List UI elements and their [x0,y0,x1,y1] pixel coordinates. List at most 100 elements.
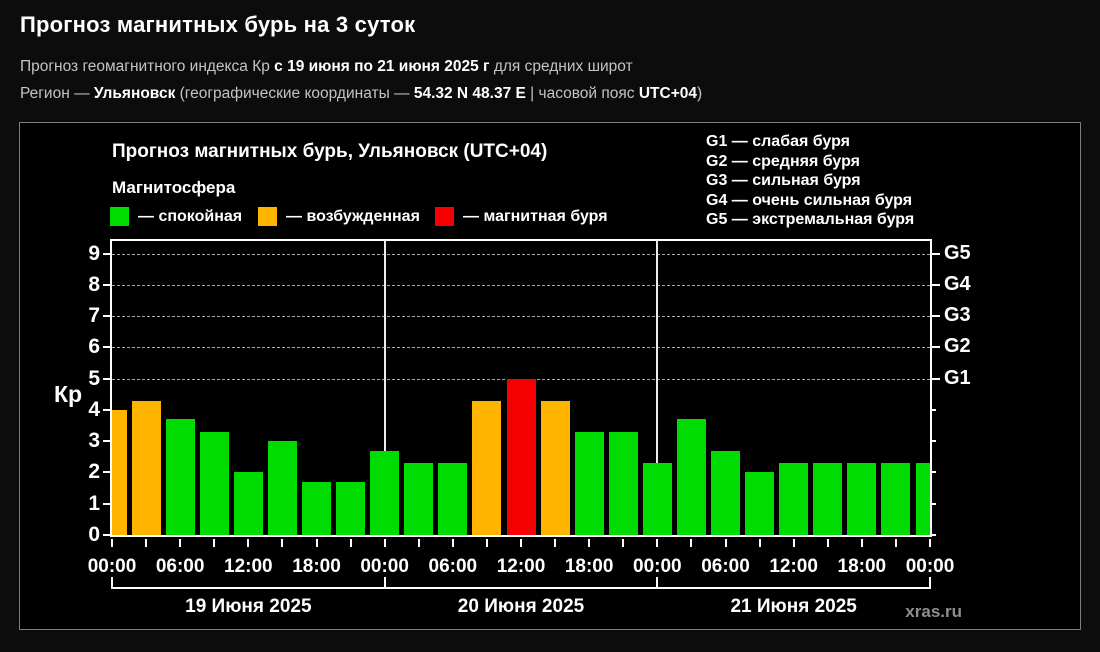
y-axis-label: 5 [88,366,100,390]
x-axis-tick [451,539,454,547]
day-bracket-tick [111,577,113,589]
region-name: Ульяновск [93,85,176,102]
x-axis-label: 00:00 [360,556,409,577]
gridline-kp-9 [112,253,930,255]
x-axis-tick [894,539,897,547]
kp-bar [915,463,930,535]
coordinates: 54.32 N 48.37 E [413,85,526,102]
kp-bar [506,378,536,535]
kp-bar [711,450,740,535]
x-axis-tick [656,539,659,547]
plot-area: 0 1 2 3 4 5 6 7 8 9 Кр G1 G2 G3 G4 G5 00:00 06:00 12:00 18:… [54,239,971,617]
y-axis-tick [103,346,112,349]
legend-item-excited: — возбужденная [258,207,420,227]
legend-swatch-excited [258,207,277,226]
x-axis-tick [315,539,318,547]
x-axis-label: 12:00 [496,556,546,577]
right-axis-minor-tick [930,502,936,505]
kp-bar [540,400,570,535]
subtitle-text-2: для средних широт [489,58,633,75]
g-legend-line-3: G3 — сильная буря [706,172,861,190]
x-axis-tick [281,539,284,547]
kp-bar [608,431,638,535]
right-axis-tick [930,346,940,349]
y-axis-title: Кр [54,381,83,408]
y-axis-label: 3 [88,429,100,453]
right-axis-minor-tick [930,408,936,411]
y-axis-label: 0 [88,523,100,546]
kp-bar [472,400,502,535]
y-axis-tick [103,471,112,474]
y-axis-label: 1 [88,491,100,515]
x-axis-label: 00:00 [87,556,137,577]
x-axis-tick [349,539,352,547]
legend-label-storm: — магнитная буря [463,207,608,225]
y-axis-tick [103,440,112,443]
legend-swatch-storm [435,207,454,226]
x-axis-tick [247,539,250,547]
y-axis-tick [103,315,112,318]
x-axis-tick [792,539,795,547]
x-axis-tick [826,539,829,547]
x-axis-label: 12:00 [224,556,273,577]
timezone: UTC+04 [638,85,698,102]
y-axis-label: 8 [88,272,100,296]
kp-bar [112,409,127,535]
day-bracket-tick [383,577,386,589]
kp-bar [165,419,195,535]
region-line: Регион — Ульяновск (географические коорд… [20,85,702,103]
chart-panel: Прогноз магнитных бурь, Ульяновск (UTC+0… [19,122,1081,630]
g-level-label-G4: G4 [944,272,971,295]
day-bracket-tick [656,577,659,589]
x-axis-tick [929,539,931,547]
right-axis-minor-tick [930,534,936,536]
y-axis-label: 2 [88,460,100,484]
kp-bar [302,481,331,535]
x-axis-tick [145,539,148,547]
right-axis-minor-tick [930,471,936,474]
region-text-3: | часовой пояс [525,85,639,102]
kp-bar [438,463,468,535]
x-axis-tick [383,539,386,547]
gridline-kp-8 [112,284,930,286]
g-legend-line-1: G1 — слабая буря [706,133,851,150]
y-axis-label: 7 [88,304,100,328]
x-axis-label: 12:00 [769,556,818,577]
y-axis-label: 9 [88,241,100,265]
legend-item-storm: — магнитная буря [435,207,608,227]
kp-bar [881,463,911,535]
x-axis-label: 06:00 [155,556,205,577]
x-axis-tick [520,539,522,547]
day-label: 20 Июня 2025 [457,596,585,617]
y-axis-tick [103,283,112,286]
x-axis-tick [860,539,863,547]
right-axis-tick [930,377,940,380]
kp-bar [233,472,263,535]
g-legend-line-2: G2 — средняя буря [706,152,860,170]
page-title: Прогноз магнитных бурь на 3 суток [20,12,416,37]
g-scale-legend: G1 — слабая буря G2 — средняя буря G3 — си… [706,132,914,230]
x-axis-label: 00:00 [905,556,955,577]
x-axis-label: 18:00 [837,556,887,577]
kp-bar [574,431,604,535]
day-bracket-tick [929,577,931,589]
day-label: 21 Июня 2025 [730,596,857,617]
x-axis-tick [588,539,591,547]
legend-swatch-quiet [110,207,129,226]
x-axis-label: 06:00 [701,556,750,577]
region-text-1: Регион — [20,85,94,102]
legend-label-quiet: — спокойная [138,207,243,225]
day-boundary-line [383,241,386,535]
kp-bar [779,463,809,535]
x-axis-tick [758,539,761,547]
kp-bar [642,463,672,535]
right-axis-tick [930,315,940,318]
day-label: 19 Июня 2025 [185,596,312,617]
kp-bar [745,472,775,535]
y-axis-tick [103,377,112,380]
y-axis-label: 6 [88,335,100,359]
region-text-2: (географические координаты — [175,85,414,102]
x-axis-tick [111,539,113,547]
g-level-label-G2: G2 [944,335,971,358]
kp-bar [404,463,434,535]
